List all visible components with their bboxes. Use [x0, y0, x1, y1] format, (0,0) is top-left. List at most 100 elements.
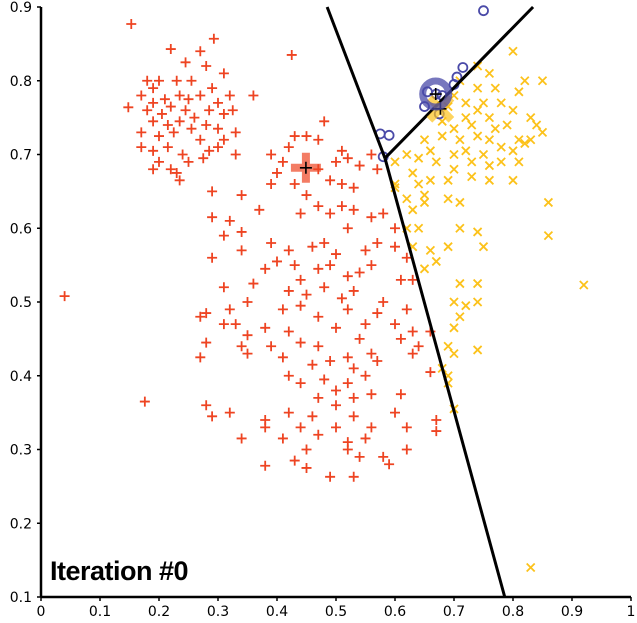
data-point-x	[472, 105, 483, 115]
data-point-x	[472, 345, 483, 355]
data-point-plus	[162, 120, 173, 130]
data-point-plus	[395, 274, 406, 285]
x-tick-label: 0	[37, 604, 46, 619]
data-point-plus	[336, 293, 347, 304]
data-point-plus	[313, 429, 324, 440]
data-point-plus	[354, 160, 365, 171]
data-point-plus	[283, 407, 294, 418]
data-point-x	[579, 280, 589, 290]
data-point-x	[461, 301, 471, 311]
data-point-x	[520, 138, 530, 149]
data-point-x	[402, 194, 412, 204]
data-point-plus	[207, 252, 218, 263]
y-tick-label: 0.1	[10, 590, 32, 606]
data-point-plus	[286, 49, 297, 60]
cluster-boundaries	[325, 5, 535, 598]
centroid-circle	[419, 77, 453, 111]
x-tick-label: 0.5	[325, 604, 347, 619]
data-point-plus	[342, 444, 353, 455]
data-point-x	[419, 135, 430, 145]
data-point-x	[496, 98, 506, 108]
data-points	[59, 5, 589, 573]
data-point-x	[455, 197, 465, 208]
data-point-plus	[331, 385, 341, 396]
data-point-plus	[295, 422, 306, 433]
data-point-plus	[165, 101, 176, 112]
data-point-x	[526, 135, 536, 145]
data-point-plus	[195, 352, 206, 363]
data-point-plus	[230, 319, 241, 330]
data-point-plus	[201, 120, 212, 130]
data-point-x	[461, 98, 471, 108]
data-point-plus	[171, 75, 182, 86]
data-point-x	[490, 83, 500, 93]
centroids	[290, 77, 455, 183]
x-tick-label: 0.7	[443, 604, 465, 619]
data-point-plus	[242, 330, 253, 341]
data-point-plus	[213, 97, 223, 108]
data-point-plus	[218, 108, 229, 119]
data-point-x	[472, 131, 483, 141]
data-point-plus	[224, 304, 235, 315]
data-point-plus	[207, 212, 218, 223]
data-point-plus	[186, 123, 197, 134]
data-point-plus	[295, 274, 306, 285]
data-point-plus	[123, 102, 134, 113]
data-point-plus	[204, 145, 215, 156]
data-point-circle	[383, 129, 395, 141]
data-point-plus	[354, 451, 365, 462]
data-point-plus	[342, 378, 353, 389]
data-point-x	[455, 223, 465, 233]
data-point-plus	[159, 94, 170, 105]
data-point-plus	[431, 415, 442, 425]
data-point-plus	[307, 359, 318, 370]
data-point-plus	[165, 44, 176, 55]
data-point-plus	[372, 164, 383, 175]
data-point-plus	[213, 123, 223, 134]
data-point-plus	[242, 297, 253, 307]
data-point-x	[449, 323, 459, 333]
data-point-x	[472, 227, 483, 237]
data-point-plus	[348, 363, 359, 374]
data-point-x	[419, 197, 430, 208]
data-point-x	[478, 242, 489, 252]
data-point-plus	[148, 145, 159, 156]
data-point-plus	[213, 142, 223, 153]
data-point-plus	[218, 282, 229, 293]
data-point-x	[472, 278, 483, 289]
data-point-plus	[348, 471, 359, 482]
data-point-plus	[266, 341, 277, 352]
data-point-x	[484, 68, 495, 79]
data-point-plus	[236, 341, 247, 352]
data-point-x	[419, 264, 430, 274]
boundary-line	[383, 5, 535, 160]
data-point-plus	[325, 208, 336, 219]
data-point-plus	[195, 46, 206, 57]
y-tick-label: 0.8	[10, 74, 32, 90]
data-point-plus	[366, 212, 377, 223]
data-point-plus	[154, 131, 164, 142]
data-point-plus	[201, 61, 212, 71]
x-tick-label: 0.6	[384, 604, 406, 619]
data-point-plus	[390, 319, 400, 330]
data-point-x	[431, 256, 441, 267]
data-point-plus	[354, 267, 365, 278]
data-point-x	[496, 142, 506, 152]
data-point-x	[443, 175, 453, 185]
data-point-x	[472, 61, 483, 71]
data-point-x	[449, 149, 459, 160]
data-point-plus	[218, 68, 229, 79]
data-point-x	[514, 87, 524, 97]
data-point-plus	[348, 392, 359, 403]
data-point-plus	[295, 378, 306, 389]
data-point-plus	[277, 352, 288, 363]
data-point-x	[478, 149, 489, 160]
data-point-plus	[295, 337, 306, 348]
data-point-plus	[407, 326, 418, 337]
data-point-plus	[260, 263, 271, 274]
data-point-plus	[177, 149, 188, 160]
data-point-plus	[295, 208, 306, 219]
data-point-x	[502, 120, 512, 130]
data-point-plus	[142, 75, 153, 86]
data-point-plus	[372, 308, 383, 319]
